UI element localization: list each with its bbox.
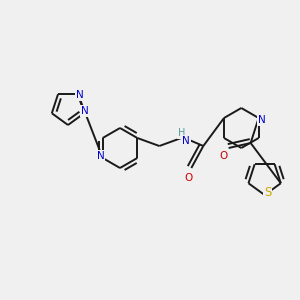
Text: O: O: [184, 173, 192, 183]
Text: S: S: [264, 185, 271, 199]
Text: N: N: [182, 136, 190, 146]
Text: N: N: [76, 90, 84, 100]
Text: N: N: [97, 151, 105, 161]
Text: H: H: [178, 128, 185, 138]
Text: N: N: [81, 106, 89, 116]
Text: O: O: [220, 151, 228, 161]
Text: N: N: [258, 115, 266, 125]
